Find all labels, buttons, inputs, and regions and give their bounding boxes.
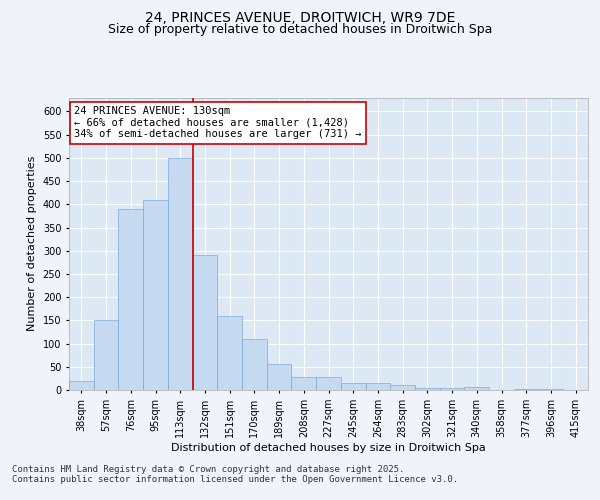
Bar xyxy=(514,389,539,390)
Bar xyxy=(440,388,464,390)
Bar xyxy=(365,383,390,390)
Bar xyxy=(217,316,242,390)
X-axis label: Distribution of detached houses by size in Droitwich Spa: Distribution of detached houses by size … xyxy=(171,442,486,452)
Text: Size of property relative to detached houses in Droitwich Spa: Size of property relative to detached ho… xyxy=(108,22,492,36)
Bar xyxy=(316,377,341,390)
Bar xyxy=(193,256,217,390)
Bar xyxy=(143,200,168,390)
Bar xyxy=(168,158,193,390)
Bar xyxy=(464,387,489,390)
Bar xyxy=(118,209,143,390)
Bar xyxy=(415,388,440,390)
Text: Contains HM Land Registry data © Crown copyright and database right 2025.
Contai: Contains HM Land Registry data © Crown c… xyxy=(12,465,458,484)
Bar xyxy=(69,380,94,390)
Bar xyxy=(539,389,563,390)
Bar xyxy=(267,364,292,390)
Bar xyxy=(94,320,118,390)
Bar xyxy=(341,383,365,390)
Bar xyxy=(292,377,316,390)
Y-axis label: Number of detached properties: Number of detached properties xyxy=(27,156,37,332)
Bar xyxy=(242,339,267,390)
Text: 24 PRINCES AVENUE: 130sqm
← 66% of detached houses are smaller (1,428)
34% of se: 24 PRINCES AVENUE: 130sqm ← 66% of detac… xyxy=(74,106,362,140)
Bar xyxy=(390,386,415,390)
Text: 24, PRINCES AVENUE, DROITWICH, WR9 7DE: 24, PRINCES AVENUE, DROITWICH, WR9 7DE xyxy=(145,11,455,25)
